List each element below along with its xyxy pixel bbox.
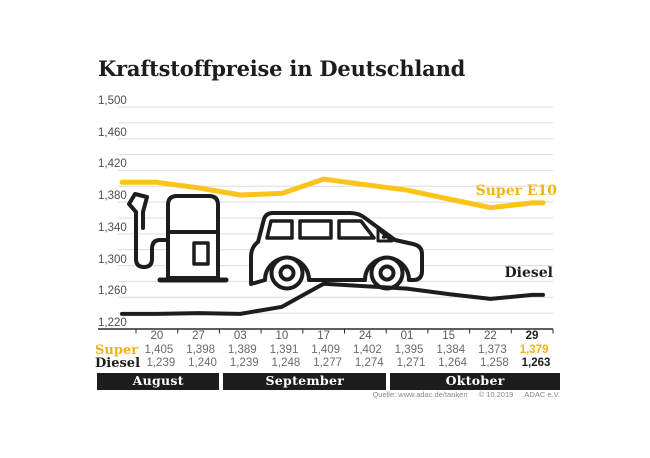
diesel-price-cell: 1,248 [271,357,301,369]
super-price-cell: 1,405 [144,343,174,356]
table-row-super: Super 1,405 1,398 1,389 1,391 1,409 1,402 1,39… [95,342,553,358]
y-axis-label: 1,380 [98,190,127,203]
date-cell: 10 [275,330,289,342]
super-price-cell: 1,398 [186,343,215,356]
diesel-price-cell: 1,258 [479,357,509,369]
super-price-cell: 1,395 [394,343,424,356]
diesel-price-cell: 1,271 [396,357,426,369]
y-axis-label: 1,260 [98,285,127,298]
diesel-price-cell: 1,239 [146,357,176,369]
fuel-pump-icon [127,192,229,283]
car-icon [249,211,424,291]
series-line-layer [119,176,546,316]
source-quelle: Quelle: www.adac.de/tanken [372,390,468,399]
source-org: ADAC e.V. [524,390,560,399]
diesel-price-cell: 1,277 [313,357,342,369]
series-label-diesel: Diesel [504,265,553,281]
y-axis-label: 1,420 [98,158,127,171]
y-axis-label: 1,500 [98,95,127,107]
source-copyright: © 10.2019 [478,390,514,399]
diesel-price-cell: 1,240 [188,357,217,369]
super-price-cell: 1,389 [227,343,257,356]
diesel-price-cell: 1,239 [229,357,259,369]
series-line-super-e10 [119,176,546,211]
month-band-september: September [223,373,387,390]
date-cell: 20 [150,330,164,342]
date-cell: 17 [317,330,330,342]
month-band-august: August [97,373,220,390]
page-title: Kraftstoffpreise in Deutschland [98,56,466,81]
super-price-cell: 1,391 [269,343,299,356]
month-band-oktober: Oktober [390,373,560,390]
super-price-cell: 1,409 [311,343,341,356]
date-cell: 03 [233,330,247,342]
y-axis-label: 1,460 [98,126,127,139]
date-cell: 24 [358,330,372,342]
diesel-price-cell: 1,263 [521,357,551,369]
series-label-super-e10: Super E10 [475,183,557,199]
diesel-price-cell: 1,274 [354,357,384,369]
diesel-price-cell: 1,264 [438,357,468,369]
super-price-cell: 1,402 [352,343,382,356]
y-axis-label: 1,220 [98,317,127,329]
source-line: Quelle: www.adac.de/tanken © 10.2019 ADA… [260,390,560,399]
y-axis-label: 1,340 [98,221,127,234]
table-row-diesel: Diesel 1,239 1,240 1,239 1,248 1,277 1,274 1,2… [95,357,553,371]
table-corner-spacer [95,330,136,344]
table-row-label-diesel: Diesel [95,356,141,371]
table-row-label-super: Super [95,342,139,358]
y-axis-label: 1,300 [98,253,127,266]
series-line-diesel [120,281,545,316]
table-row-dates: 20 27 03 10 17 24 01 15 22 29 [95,330,553,344]
super-price-cell: 1,379 [519,343,549,356]
super-price-cell: 1,384 [436,343,466,356]
date-cell: 15 [442,330,456,342]
date-cell: 01 [400,330,414,342]
date-cell: 27 [192,330,205,342]
date-cell: 22 [483,330,497,342]
date-cell: 29 [525,330,539,342]
super-price-cell: 1,373 [478,343,507,356]
